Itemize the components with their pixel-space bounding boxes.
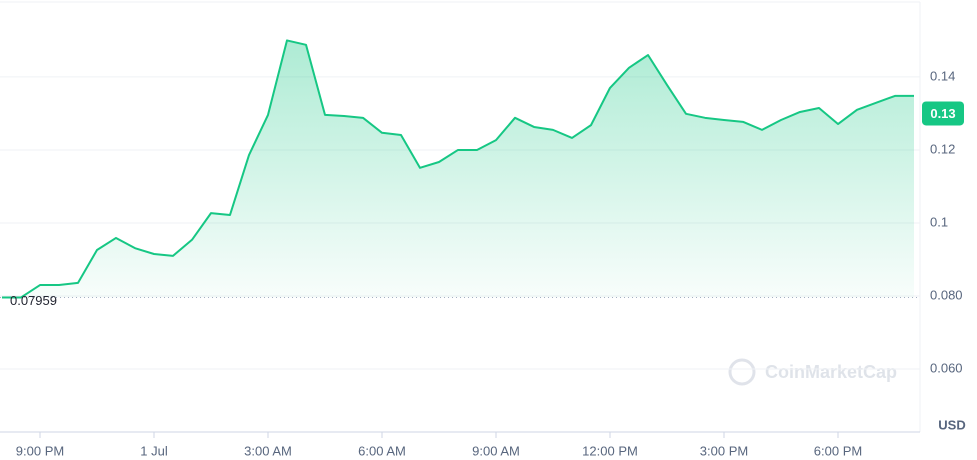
price-line <box>2 39 914 299</box>
start-price-label: 0.07959 <box>10 293 57 308</box>
x-tick-label: 6:00 AM <box>358 443 406 458</box>
watermark: CoinMarketCap <box>728 358 897 386</box>
x-tick-label: 6:00 PM <box>814 443 862 458</box>
y-tick-label: 0.060 <box>930 360 963 375</box>
y-tick-label: 0.1 <box>930 214 948 229</box>
y-tick-label: 0.14 <box>930 68 955 83</box>
current-price-label: 0.13 <box>930 106 955 121</box>
x-tick-label: 9:00 AM <box>472 443 520 458</box>
area <box>2 40 914 298</box>
current-price-badge <box>922 101 964 126</box>
watermark-logo <box>728 358 756 386</box>
x-tick-label: 3:00 PM <box>700 443 748 458</box>
unit-label: USD <box>938 417 965 432</box>
x-tick-label: 3:00 AM <box>244 443 292 458</box>
x-tick-label: 12:00 PM <box>582 443 638 458</box>
x-tick-label: 1 Jul <box>140 443 168 458</box>
y-tick-label: 0.12 <box>930 141 955 156</box>
x-tick-label: 9:00 PM <box>16 443 64 458</box>
watermark-text: CoinMarketCap <box>765 362 897 382</box>
y-tick-label: 0.080 <box>930 287 963 302</box>
